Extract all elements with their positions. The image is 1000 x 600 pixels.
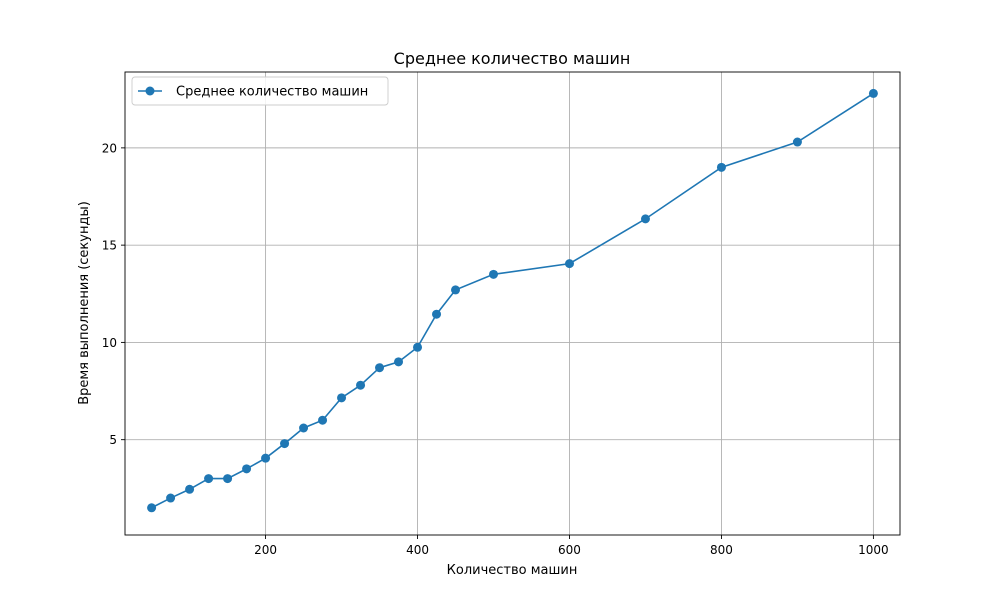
data-point [337, 393, 347, 403]
data-point [318, 415, 328, 425]
y-tick-label: 15 [102, 239, 117, 253]
legend-marker-swatch [145, 86, 155, 96]
data-point [413, 342, 423, 352]
x-tick-label: 400 [406, 543, 429, 557]
series-points-layer [147, 88, 878, 513]
x-tick-label: 200 [254, 543, 277, 557]
x-axis-label: Количество машин [447, 563, 578, 578]
data-point [204, 474, 214, 484]
data-point [792, 137, 802, 147]
data-point [242, 464, 252, 474]
data-point [451, 285, 461, 295]
data-point [280, 439, 290, 449]
data-point [166, 493, 176, 503]
axis-ticks: 200 400 600 800 1000 5 10 15 20 [102, 141, 889, 557]
legend-label: Среднее количество машин [176, 85, 368, 100]
y-tick-label: 5 [109, 433, 117, 447]
data-point [375, 363, 385, 373]
x-tick-label: 600 [558, 543, 581, 557]
data-point [223, 474, 233, 484]
data-point [716, 162, 726, 172]
legend: Среднее количество машин [131, 76, 389, 106]
series-line-layer [151, 92, 874, 509]
series-line [151, 92, 874, 509]
y-tick-label: 10 [102, 336, 117, 350]
data-point [640, 214, 650, 224]
data-point [432, 309, 442, 319]
data-point [489, 269, 499, 279]
plot-frame [124, 71, 901, 536]
data-point [394, 357, 404, 367]
data-point [185, 484, 195, 494]
x-tick-label: 800 [710, 543, 733, 557]
data-point [564, 259, 574, 269]
legend-box [131, 76, 389, 106]
data-point [299, 423, 309, 433]
x-tick-label: 1000 [858, 543, 889, 557]
chart-title: Среднее количество машин [394, 49, 631, 68]
y-axis-label: Время выполнения (секунды) [77, 201, 92, 405]
data-point [868, 88, 878, 98]
data-point [261, 453, 271, 463]
data-point [147, 503, 157, 513]
y-tick-label: 20 [102, 141, 117, 155]
data-point [356, 380, 366, 390]
grid-lines [125, 72, 900, 535]
